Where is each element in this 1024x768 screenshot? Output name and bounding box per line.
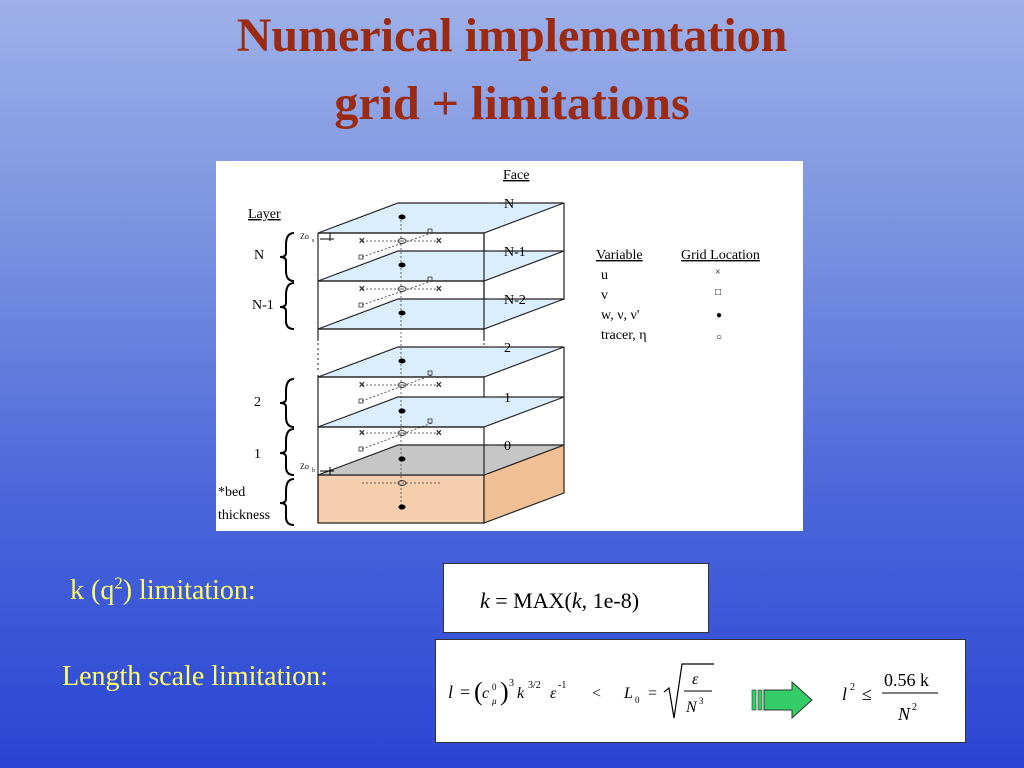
eq-k2: k <box>571 588 582 613</box>
layer-label-bed: *bed <box>218 485 245 500</box>
eq-eps: ε <box>550 685 557 702</box>
zos-sub: s <box>312 238 315 244</box>
svg-text:×: × <box>436 284 442 295</box>
eq-lt: < <box>592 685 601 702</box>
eq-L0-sub: 0 <box>635 695 640 705</box>
k-equation: k = MAX(k, 1e-8) <box>480 588 639 614</box>
legend-variable-u: u <box>601 268 608 283</box>
eq-L0: L <box>623 685 633 702</box>
eq-pow3: 3 <box>509 678 514 689</box>
slide-title-line2: grid + limitations <box>334 77 690 130</box>
eq-k-pow: 3/2 <box>528 680 541 691</box>
face-label-N-2: N-2 <box>504 293 526 308</box>
face-label-N: N <box>504 197 514 212</box>
zob-label: Zo <box>300 462 309 471</box>
legend-symbol-tracer: ○ <box>716 332 722 343</box>
slide-title-line1: Numerical implementation <box>236 9 788 62</box>
eq-eps-pow: -1 <box>558 680 566 691</box>
legend-header-grid: Grid Location <box>681 248 760 263</box>
eq-l: l <box>448 682 453 702</box>
svg-text:×: × <box>359 380 365 391</box>
layer-header: Layer <box>248 207 281 222</box>
svg-text:×: × <box>436 380 442 391</box>
svg-text:×: × <box>359 428 365 439</box>
eq-sqrt-num: ε <box>692 671 699 688</box>
eq-paren-close: ) <box>500 677 509 706</box>
w-nu-points <box>398 214 406 510</box>
bed-front <box>317 474 485 524</box>
face-N-2-plane <box>317 298 565 330</box>
eq-max: = MAX( <box>489 588 572 613</box>
legend-variable-tracer: tracer, η <box>601 328 647 343</box>
eq-leq: ≤ <box>862 684 872 704</box>
k-equation-box: k = MAX(k, 1e-8) <box>443 563 709 633</box>
eq-paren-open: ( <box>474 677 483 706</box>
legend-variable-v: v <box>601 288 608 303</box>
face-label-N-1: N-1 <box>504 245 526 260</box>
layer-label-N: N <box>254 248 264 263</box>
legend-symbol-w: ● <box>716 310 722 321</box>
eq-rhs-den-pow: 2 <box>912 702 917 713</box>
face-label-0: 0 <box>504 439 511 454</box>
face-label-1: 1 <box>504 391 511 406</box>
k-limitation-label: k (q2) limitation: <box>70 575 256 607</box>
eq-rhs-den: N <box>897 704 911 724</box>
eq-rhs-pow: 2 <box>850 682 855 693</box>
eq-rest: , 1e-8) <box>581 588 640 613</box>
eq-sqrt-den-pow: 3 <box>699 696 704 706</box>
eq-l-equals: = <box>460 682 470 702</box>
legend-symbol-u: × <box>715 267 721 278</box>
grid-diagram: × × × × × × × × Face N N-1 N-2 2 1 0 Layer N… <box>216 161 803 531</box>
length-limitation-label: Length scale limitation: <box>62 661 328 692</box>
svg-text:×: × <box>436 236 442 247</box>
implication-arrow <box>751 680 813 720</box>
length-equation-box: l = ( c 0 μ ) 3 k 3/2 ε -1 < L 0 = ε N 3… <box>435 639 966 743</box>
eq-k-sym: k <box>517 685 525 702</box>
svg-text:×: × <box>436 428 442 439</box>
eq-c: c <box>482 685 489 702</box>
layer-label-N-1: N-1 <box>252 298 274 313</box>
length-equation-svg: l = ( c 0 μ ) 3 k 3/2 ε -1 < L 0 = ε N 3… <box>448 663 938 724</box>
legend-variable-w: w, ν, ν' <box>601 308 639 323</box>
zob-sub: b <box>312 468 315 474</box>
layer-label-thickness: thickness <box>218 508 270 523</box>
legend-header-variable: Variable <box>596 248 643 263</box>
svg-text:×: × <box>359 284 365 295</box>
layer-label-1: 1 <box>254 447 261 462</box>
face-N-plane <box>317 202 565 234</box>
layer-label-2: 2 <box>254 395 261 410</box>
eq-c-sup: 0 <box>492 682 497 692</box>
svg-text:×: × <box>359 236 365 247</box>
eq-c-sub: μ <box>491 696 497 706</box>
eq-rhs-l: l <box>842 684 847 704</box>
legend: Variable Grid Location u v w, ν, ν' trac… <box>596 248 760 343</box>
eq-k: k <box>480 588 490 613</box>
face-1-plane <box>317 396 565 428</box>
face-header: Face <box>503 168 529 183</box>
k-label-suffix: ) limitation: <box>122 575 256 606</box>
eq-sqrt-den: N <box>685 699 698 716</box>
face-N-1-plane <box>317 250 565 282</box>
eq-L0-equals: = <box>648 685 657 702</box>
zos-label: Zo <box>300 232 309 241</box>
eq-rhs-num: 0.56 k <box>884 670 929 690</box>
layer-braces <box>279 232 295 526</box>
sqrt-sign <box>663 663 714 719</box>
k-label-prefix: k (q <box>70 575 115 606</box>
u-v-markers: × × × × × × × × <box>358 228 442 484</box>
grid-diagram-svg: × × × × × × × × Face N N-1 N-2 2 1 0 Layer N… <box>218 168 760 526</box>
k-label-sup: 2 <box>114 573 123 593</box>
legend-symbol-v: □ <box>715 287 721 298</box>
face-label-2: 2 <box>504 341 511 356</box>
face-2-plane <box>317 346 565 378</box>
